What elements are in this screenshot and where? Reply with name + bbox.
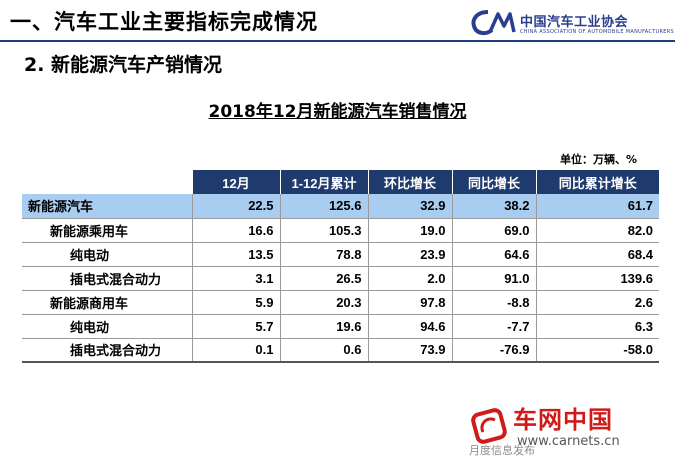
table-cell: 19.6 xyxy=(279,314,368,338)
table-cell: 32.9 xyxy=(367,194,452,218)
table-row: 新能源商用车 5.9 20.3 97.8 -8.8 2.6 xyxy=(22,290,659,314)
table-cell: 38.2 xyxy=(451,194,536,218)
table-cell: 3.1 xyxy=(191,266,280,290)
table-cell: 64.6 xyxy=(451,242,536,266)
column-header: 同比增长 xyxy=(451,170,536,194)
table-cell: 19.0 xyxy=(367,218,452,242)
table-title: 2018年12月新能源汽车销售情况 xyxy=(208,102,467,122)
table-header-row: 12月 1-12月累计 环比增长 同比增长 同比累计增长 xyxy=(22,170,659,194)
table-cell: 22.5 xyxy=(191,194,280,218)
table-cell: 139.6 xyxy=(535,266,659,290)
table-cell: 16.6 xyxy=(191,218,280,242)
column-header: 12月 xyxy=(191,170,280,194)
table-cell: 0.1 xyxy=(191,338,280,362)
watermark-url: www.carnets.cn xyxy=(517,434,620,449)
table-cell: 91.0 xyxy=(451,266,536,290)
table-row: 插电式混合动力 3.1 26.5 2.0 91.0 139.6 xyxy=(22,266,659,290)
row-label: 新能源乘用车 xyxy=(50,223,129,239)
column-header: 环比增长 xyxy=(367,170,452,194)
table-cell: 13.5 xyxy=(191,242,280,266)
table-cell: 125.6 xyxy=(279,194,368,218)
header-blank xyxy=(22,170,192,194)
table-cell: 6.3 xyxy=(535,314,659,338)
table-cell: 2.0 xyxy=(367,266,452,290)
row-label: 新能源商用车 xyxy=(50,295,129,311)
column-header: 1-12月累计 xyxy=(279,170,368,194)
table-row: 插电式混合动力 0.1 0.6 73.9 -76.9 -58.0 xyxy=(22,338,659,362)
table-cell: 73.9 xyxy=(367,338,452,362)
table-cell: 78.8 xyxy=(279,242,368,266)
table-cell: 23.9 xyxy=(367,242,452,266)
table-cell: 5.7 xyxy=(191,314,280,338)
table-row: 新能源汽车 22.5 125.6 32.9 38.2 61.7 xyxy=(22,194,659,218)
table-cell: 69.0 xyxy=(451,218,536,242)
sales-table: 12月 1-12月累计 环比增长 同比增长 同比累计增长 新能源汽车 22.5 … xyxy=(22,170,659,363)
section-subtitle: 2. 新能源汽车产销情况 xyxy=(24,54,223,76)
row-label: 纯电动 xyxy=(70,247,110,263)
table-cell: 0.6 xyxy=(279,338,368,362)
logo-chinese-name: 中国汽车工业协会 xyxy=(520,15,629,30)
logo-english-name: CHINA ASSOCIATION OF AUTOMOBILE MANUFACT… xyxy=(520,29,674,35)
table-row: 新能源乘用车 16.6 105.3 19.0 69.0 82.0 xyxy=(22,218,659,242)
table-cell: -76.9 xyxy=(451,338,536,362)
row-label: 插电式混合动力 xyxy=(70,271,162,287)
table-cell: -8.8 xyxy=(451,290,536,314)
table-cell: 94.6 xyxy=(367,314,452,338)
table-cell: 26.5 xyxy=(279,266,368,290)
table-cell: 20.3 xyxy=(279,290,368,314)
table-row: 纯电动 5.7 19.6 94.6 -7.7 6.3 xyxy=(22,314,659,338)
table-cell: 97.8 xyxy=(367,290,452,314)
table-cell: -7.7 xyxy=(451,314,536,338)
caam-logo: 中国汽车工业协会 CHINA ASSOCIATION OF AUTOMOBILE… xyxy=(470,8,674,38)
row-label: 插电式混合动力 xyxy=(70,343,162,359)
carnets-watermark: 车网中国 月度信息发布 www.carnets.cn xyxy=(469,400,669,460)
table-cell: 68.4 xyxy=(535,242,659,266)
table-cell: 5.9 xyxy=(191,290,280,314)
caam-logo-icon xyxy=(471,10,516,36)
table-cell: 82.0 xyxy=(535,218,659,242)
column-header: 同比累计增长 xyxy=(535,170,659,194)
row-label: 纯电动 xyxy=(70,319,110,335)
page-title: 一、汽车工业主要指标完成情况 xyxy=(10,10,318,34)
watermark-faded-text: 月度信息发布 xyxy=(469,444,535,457)
row-label: 新能源汽车 xyxy=(22,194,192,218)
header-divider xyxy=(0,40,675,42)
carnets-logo-icon xyxy=(471,408,507,444)
table-cell: 105.3 xyxy=(279,218,368,242)
unit-label: 单位：万辆、% xyxy=(559,153,637,166)
watermark-brand: 车网中国 xyxy=(513,406,613,434)
table-cell: 2.6 xyxy=(535,290,659,314)
table-row: 纯电动 13.5 78.8 23.9 64.6 68.4 xyxy=(22,242,659,266)
table-cell: 61.7 xyxy=(535,194,659,218)
table-cell: -58.0 xyxy=(535,338,659,362)
